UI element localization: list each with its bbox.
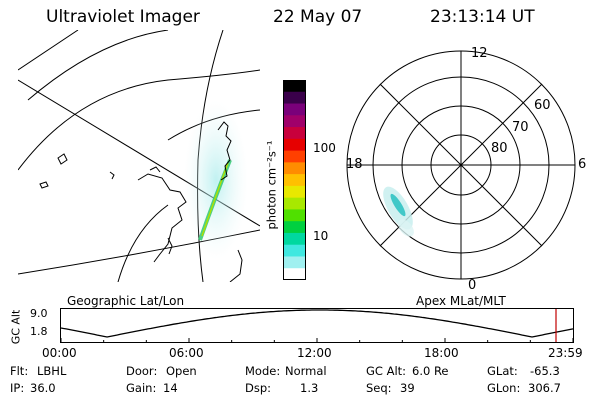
- mode-value: Normal: [285, 364, 327, 378]
- gain-value: 14: [163, 381, 178, 395]
- ip-label: IP:: [10, 381, 25, 395]
- colorbar-band: [283, 174, 306, 187]
- colorbar-band: [283, 127, 306, 140]
- x-tick-1200: 12:00: [297, 346, 332, 360]
- flt-value: LBHL: [37, 364, 67, 378]
- x-tick-1800: 18:00: [424, 346, 459, 360]
- door-label: Door:: [126, 364, 158, 378]
- colorbar-band: [283, 162, 306, 175]
- left-panel-label: Geographic Lat/Lon: [67, 294, 185, 308]
- colorbar-band: [283, 80, 306, 93]
- colorbar-band: [283, 103, 306, 116]
- colorbar-tick-10: 10: [313, 229, 329, 243]
- ip-value: 36.0: [30, 381, 56, 395]
- colorbar-band: [283, 244, 306, 258]
- colorbar-band: [283, 138, 306, 152]
- colorbar: [283, 80, 306, 280]
- date-label: 22 May 07: [273, 7, 363, 27]
- mlt-label-12: 12: [471, 46, 488, 61]
- altitude-plot: [60, 308, 574, 343]
- mode-label: Mode:: [245, 364, 281, 378]
- mlt-label-18: 18: [346, 157, 363, 172]
- colorbar-band: [283, 197, 306, 211]
- colorbar-band: [283, 209, 306, 222]
- colorbar-band: [283, 232, 306, 246]
- x-tick-0600: 06:00: [169, 346, 204, 360]
- time-label: 23:13:14 UT: [430, 7, 535, 27]
- mlat-label-70: 70: [512, 120, 529, 135]
- gcalt-value: 6.0 Re: [412, 364, 449, 378]
- colorbar-unit-label: photon cm⁻²s⁻¹: [264, 140, 279, 230]
- glon-value: 306.7: [528, 381, 561, 395]
- alt-tick-1: 1.8: [30, 325, 48, 338]
- gcalt-label: GC Alt:: [366, 364, 407, 378]
- colorbar-band: [283, 150, 306, 163]
- glon-label: GLon:: [487, 381, 521, 395]
- door-value: Open: [166, 364, 197, 378]
- geographic-map: [18, 30, 260, 282]
- colorbar-band: [283, 221, 306, 234]
- colorbar-band: [283, 256, 306, 269]
- mlt-label-0: 0: [468, 278, 477, 293]
- altitude-curve: [60, 309, 574, 338]
- right-panel-label: Apex MLat/MLT: [416, 294, 506, 308]
- dsp-value: 1.3: [300, 381, 319, 395]
- colorbar-band: [283, 185, 306, 199]
- colorbar-band: [283, 115, 306, 128]
- mlat-label-60: 60: [534, 98, 551, 113]
- glat-label: GLat:: [487, 364, 518, 378]
- alt-tick-9: 9.0: [30, 307, 48, 320]
- colorbar-band: [283, 268, 306, 280]
- dsp-label: Dsp:: [245, 381, 272, 395]
- flt-label: Flt:: [10, 364, 29, 378]
- seq-value: 39: [400, 381, 415, 395]
- gain-label: Gain:: [126, 381, 157, 395]
- alt-axis-label: GC Alt: [9, 309, 23, 345]
- x-tick-0000: 00:00: [42, 346, 77, 360]
- colorbar-tick-100: 100: [313, 141, 336, 155]
- x-tick-2359: 23:59: [548, 346, 583, 360]
- glat-value: -65.3: [530, 364, 560, 378]
- mlat-label-80: 80: [491, 141, 508, 156]
- mlt-label-6: 6: [578, 157, 587, 172]
- colorbar-band: [283, 91, 306, 105]
- instrument-title: Ultraviolet Imager: [46, 7, 200, 27]
- seq-label: Seq:: [366, 381, 392, 395]
- polar-plot: [346, 50, 576, 280]
